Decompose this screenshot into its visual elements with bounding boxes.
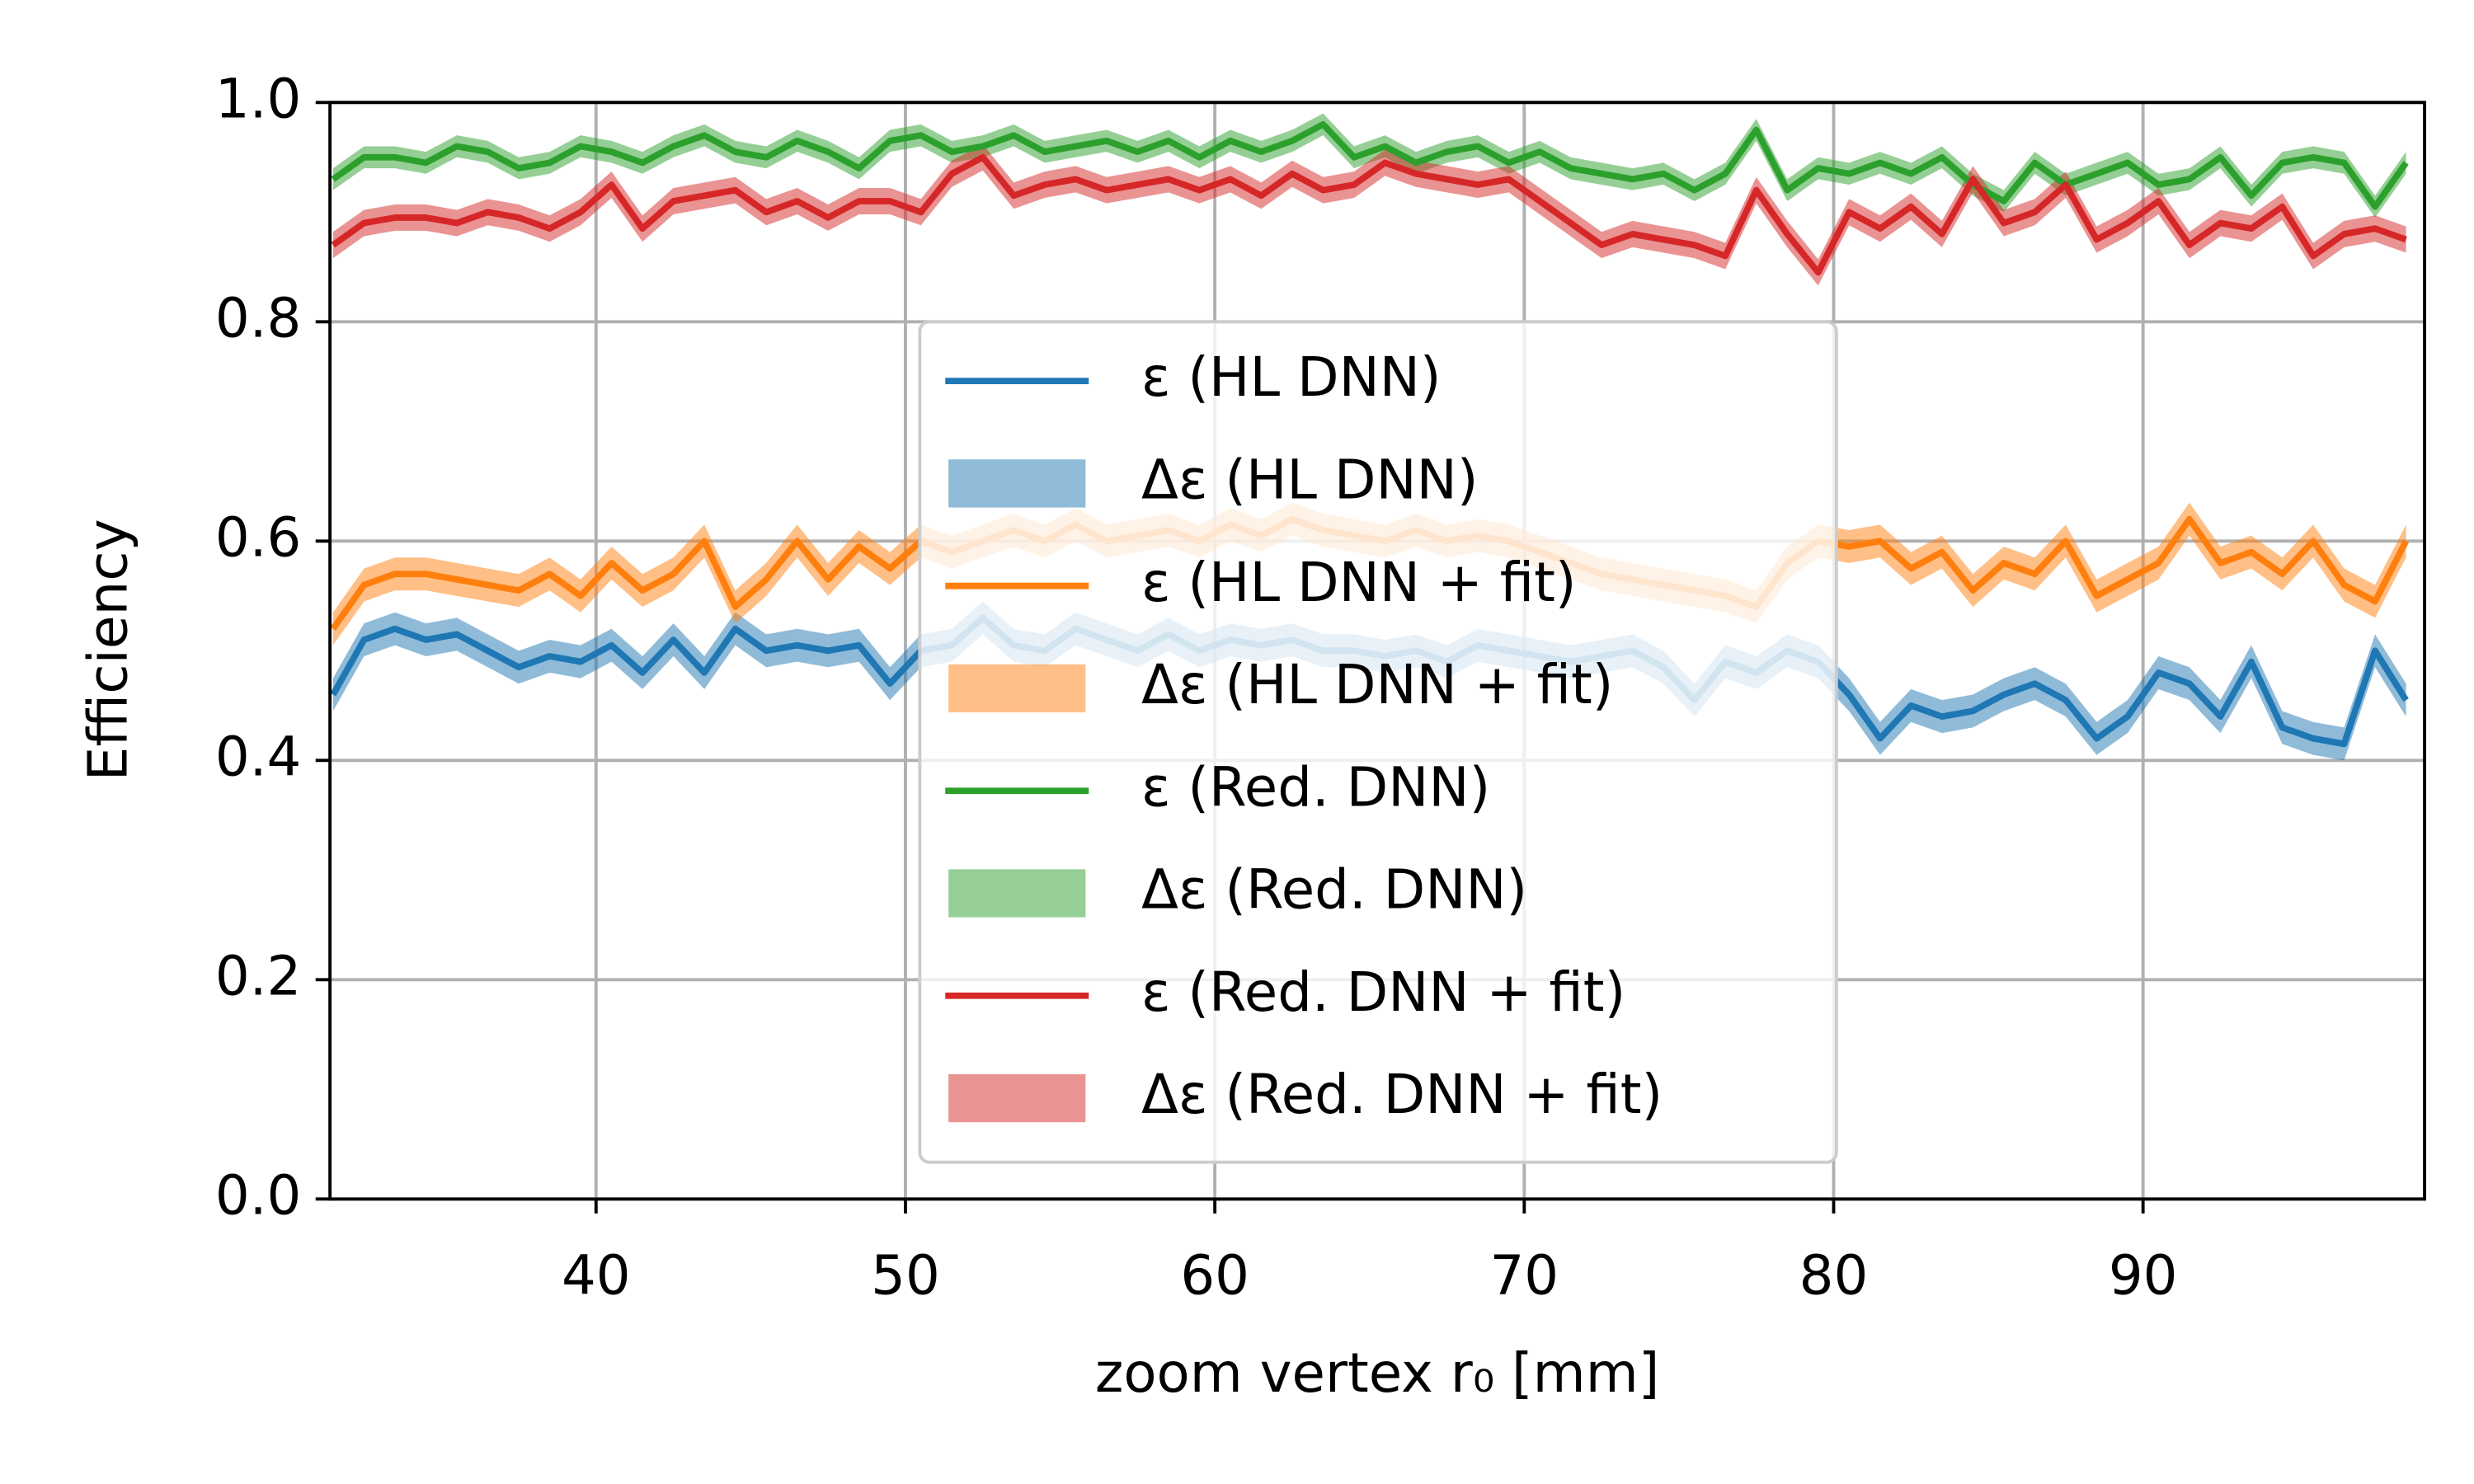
y-tick-label: 0.4	[215, 725, 302, 788]
error-band	[332, 601, 2406, 761]
legend-band	[948, 459, 1086, 508]
legend-label: ε (HL DNN + fit)	[1141, 551, 1576, 614]
y-tick-label: 1.0	[215, 67, 302, 130]
legend-label: Δε (HL DNN + fit)	[1141, 653, 1613, 716]
y-tick-label: 0.0	[215, 1163, 302, 1227]
legend-band	[948, 869, 1086, 918]
legend-label: ε (Red. DNN)	[1141, 755, 1490, 819]
x-tick-label: 50	[871, 1243, 940, 1307]
legend-label: Δε (Red. DNN)	[1141, 857, 1527, 921]
legend-label: ε (HL DNN)	[1141, 345, 1442, 409]
line	[331, 153, 2407, 276]
plot-frame	[328, 101, 2427, 1201]
y-tick-label: 0.8	[215, 286, 302, 350]
y-tick-label: 0.2	[215, 944, 302, 1007]
legend-label: Δε (Red. DNN + fit)	[1141, 1063, 1663, 1126]
x-tick-label: 70	[1490, 1243, 1559, 1307]
x-tick-label: 40	[562, 1243, 631, 1307]
legend-band	[948, 664, 1086, 713]
legend-label: Δε (HL DNN)	[1141, 448, 1478, 511]
y-axis-label: Efficiency	[76, 519, 139, 781]
x-axis-label: zoom vertex r₀ [mm]	[1095, 1341, 1659, 1405]
x-tick-label: 60	[1180, 1243, 1249, 1307]
y-tick-label: 0.6	[215, 505, 302, 569]
line	[331, 120, 2409, 210]
legend-band	[948, 1073, 1086, 1123]
legend-box	[918, 320, 1838, 1164]
legend-label: ε (Red. DNN + fit)	[1141, 960, 1625, 1024]
x-tick-label: 80	[1799, 1243, 1869, 1307]
x-tick-label: 90	[2109, 1243, 2178, 1307]
